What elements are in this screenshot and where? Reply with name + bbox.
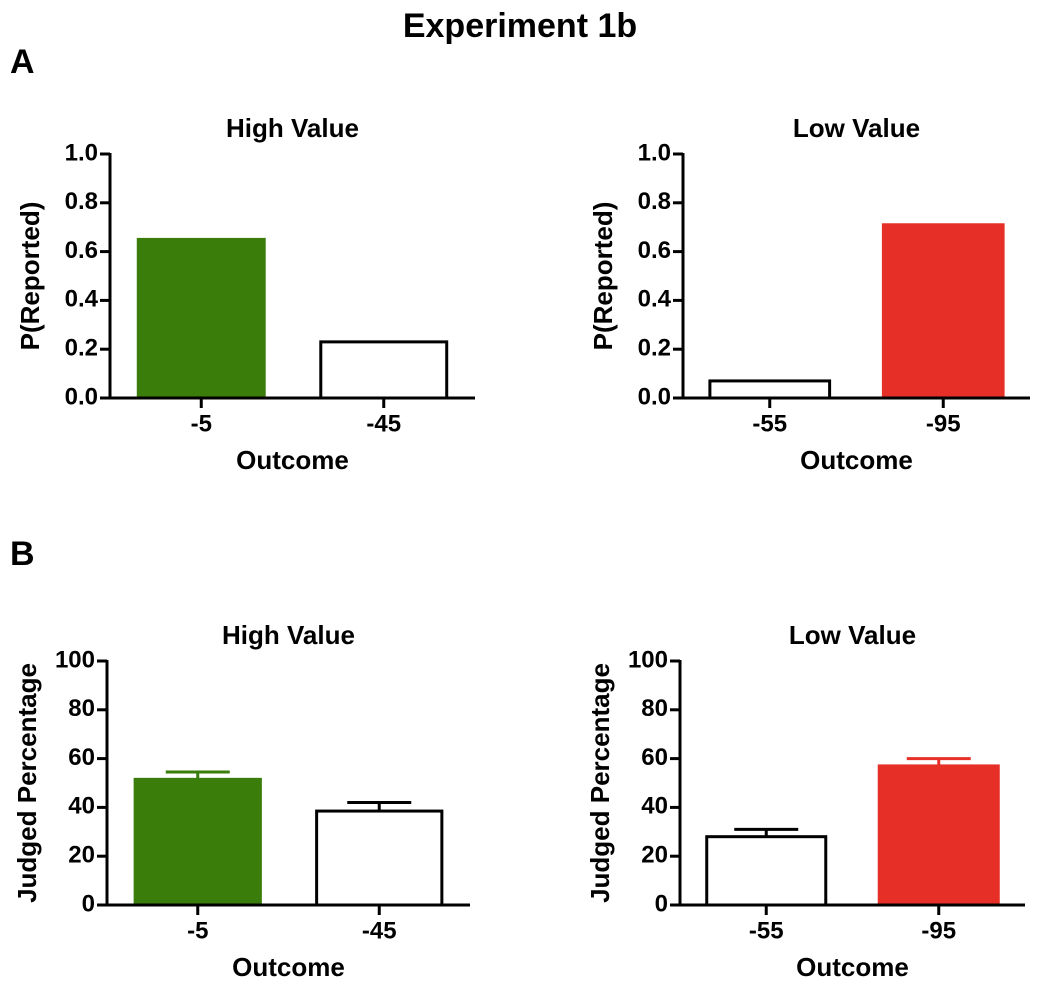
x-tick-label: -95 (921, 917, 956, 944)
y-tick-label: 1.0 (65, 139, 98, 166)
bar (705, 835, 828, 907)
y-tick-label: 0 (655, 890, 668, 917)
bar (881, 223, 1005, 400)
chart-title: High Value (222, 620, 355, 650)
panel-label: A (10, 43, 35, 81)
bar (319, 340, 449, 400)
y-tick-label: 0.6 (65, 237, 98, 264)
x-tick-label: -55 (752, 410, 787, 437)
y-tick-label: 0.8 (65, 188, 98, 215)
y-axis-title: P(Reported) (588, 202, 618, 351)
y-axis-title: P(Reported) (15, 202, 45, 351)
x-axis-title: Outcome (796, 952, 909, 982)
x-tick-label: -95 (926, 410, 961, 437)
x-tick-label: -5 (191, 410, 212, 437)
y-tick-label: 40 (68, 793, 95, 820)
x-tick-label: -5 (187, 917, 208, 944)
y-tick-label: 0.8 (638, 188, 671, 215)
y-tick-label: 20 (68, 842, 95, 869)
bar (708, 379, 832, 400)
y-tick-label: 100 (628, 646, 668, 673)
y-tick-label: 80 (68, 695, 95, 722)
y-tick-label: 1.0 (638, 139, 671, 166)
y-tick-label: 0.0 (65, 383, 98, 410)
y-axis-title: Judged Percentage (585, 663, 615, 903)
bar (136, 237, 266, 400)
y-tick-label: 100 (55, 646, 95, 673)
x-axis-title: Outcome (800, 445, 913, 475)
chart-title: Low Value (793, 113, 920, 143)
y-tick-label: 0.2 (65, 335, 98, 362)
x-tick-label: -45 (362, 917, 397, 944)
x-axis-title: Outcome (236, 445, 349, 475)
y-tick-label: 60 (641, 744, 668, 771)
chart-title: Low Value (789, 620, 916, 650)
bar (315, 809, 444, 907)
x-tick-label: -55 (749, 917, 784, 944)
y-tick-label: 0 (82, 890, 95, 917)
y-tick-label: 60 (68, 744, 95, 771)
y-tick-label: 0.4 (65, 286, 99, 313)
y-tick-label: 0.4 (638, 286, 672, 313)
bar (133, 777, 262, 907)
figure-title: Experiment 1b (403, 7, 637, 45)
panel-label: B (10, 535, 35, 573)
bar (877, 764, 1000, 907)
y-tick-label: 80 (641, 695, 668, 722)
chart-title: High Value (226, 113, 359, 143)
y-axis-title: Judged Percentage (12, 663, 42, 903)
y-tick-label: 0.0 (638, 383, 671, 410)
y-tick-label: 40 (641, 793, 668, 820)
y-tick-label: 20 (641, 842, 668, 869)
x-tick-label: -45 (366, 410, 401, 437)
y-tick-label: 0.2 (638, 335, 671, 362)
y-tick-label: 0.6 (638, 237, 671, 264)
x-axis-title: Outcome (232, 952, 345, 982)
